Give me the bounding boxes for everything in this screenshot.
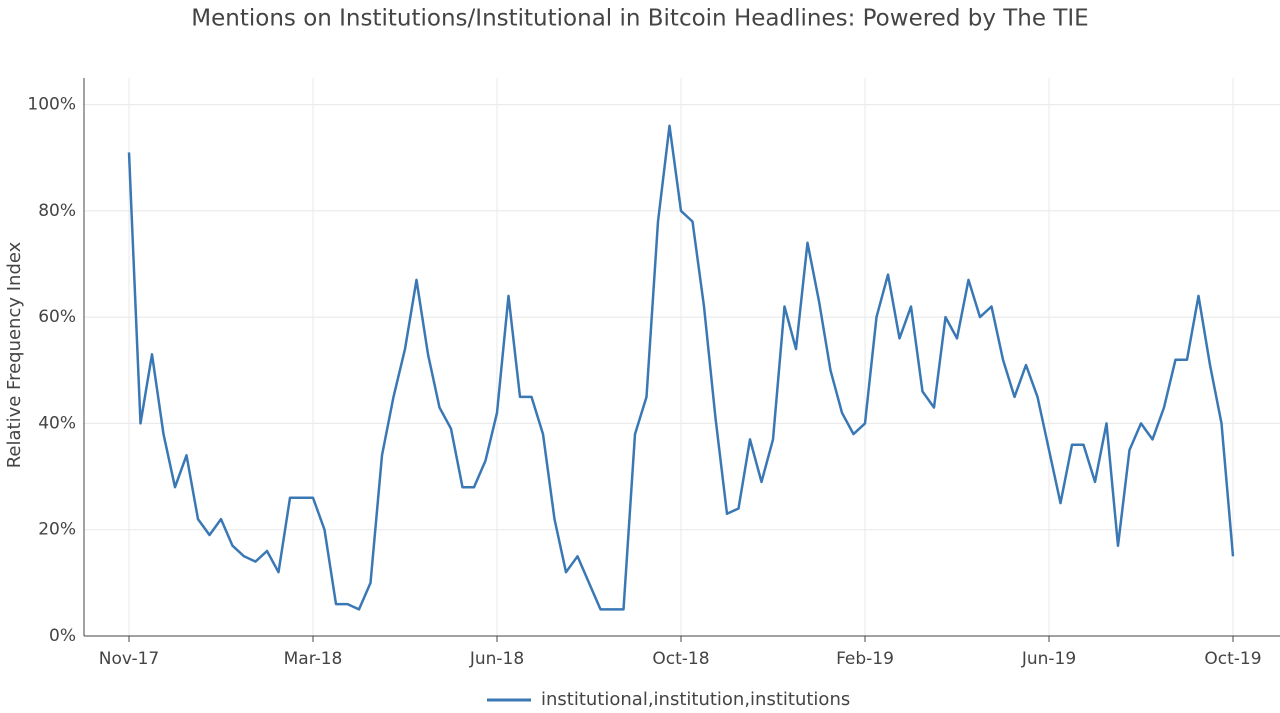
y-axis-title: Relative Frequency Index [4,241,25,468]
x-tick-label: Oct-19 [1204,649,1261,669]
chart-title: Mentions on Institutions/Institutional i… [191,6,1088,32]
y-tick-label: 0% [49,626,76,646]
y-tick-label: 100% [27,95,76,115]
y-tick-label: 80% [38,201,76,221]
x-tick-label: Jun-19 [1021,649,1076,669]
legend-label: institutional,institution,institutions [541,689,850,710]
x-tick-label: Jun-18 [469,649,524,669]
y-tick-label: 60% [38,307,76,327]
y-tick-label: 20% [38,520,76,540]
y-tick-label: 40% [38,413,76,433]
x-tick-label: Nov-17 [99,649,160,669]
x-tick-label: Feb-19 [836,649,894,669]
x-tick-label: Oct-18 [652,649,709,669]
data-line [127,124,1235,611]
x-tick-label: Mar-18 [284,649,343,669]
